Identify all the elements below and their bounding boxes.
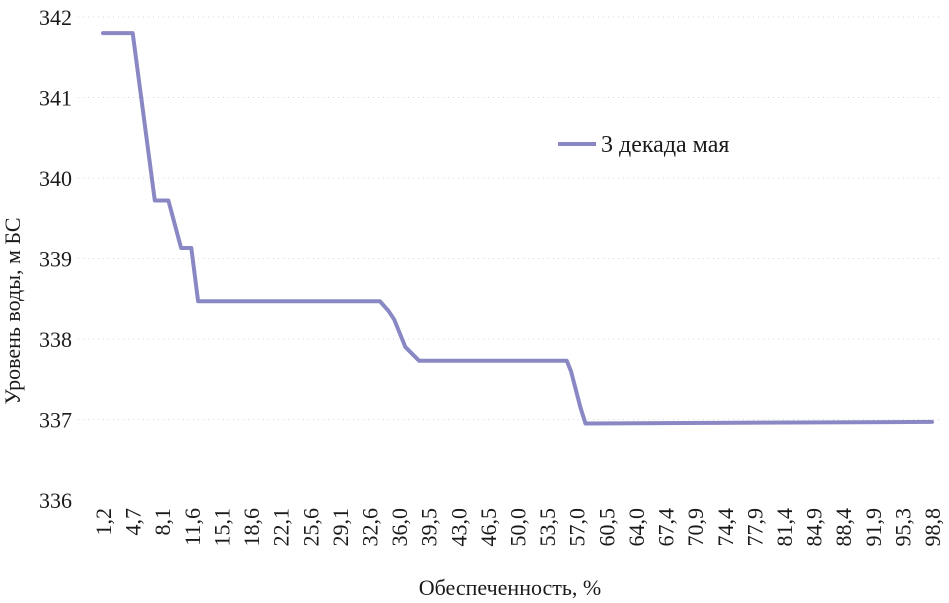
y-tick-label: 339 — [39, 247, 72, 272]
x-tick-label: 36,0 — [387, 508, 412, 547]
x-tick-label: 64,0 — [624, 508, 649, 547]
x-tick-label: 91,9 — [861, 508, 886, 547]
x-tick-label: 77,9 — [742, 508, 767, 547]
x-tick-label: 67,4 — [654, 508, 679, 547]
x-tick-label: 39,5 — [417, 508, 442, 547]
y-axis-title: Уровень воды, м БС — [0, 217, 25, 404]
x-tick-label: 46,5 — [476, 508, 501, 547]
x-tick-label: 53,5 — [535, 508, 560, 547]
x-tick-label: 57,0 — [565, 508, 590, 547]
x-tick-label: 81,4 — [772, 508, 797, 547]
x-tick-label: 95,3 — [890, 508, 915, 547]
x-tick-label: 1,2 — [91, 508, 116, 536]
y-tick-label: 338 — [39, 327, 72, 352]
x-tick-label: 88,4 — [831, 508, 856, 547]
legend-label: 3 декада мая — [601, 132, 729, 158]
x-tick-label: 84,9 — [802, 508, 827, 547]
x-tick-label: 11,6 — [180, 508, 205, 546]
y-axis-ticks: 336 337 338 339 340 341 342 — [39, 5, 72, 513]
x-axis-title: Обеспеченность, % — [419, 575, 602, 600]
x-tick-label: 29,1 — [328, 508, 353, 547]
y-tick-label: 337 — [39, 408, 72, 433]
legend: 3 декада мая — [558, 132, 729, 158]
x-tick-label: 8,1 — [150, 508, 175, 536]
x-tick-label: 15,1 — [209, 508, 234, 547]
y-tick-label: 341 — [39, 86, 72, 111]
x-axis-ticks: 1,2 4,7 8,1 11,6 15,1 18,6 22,1 25,6 29,1 32,6 36,… — [91, 508, 945, 547]
x-tick-label: 43,0 — [446, 508, 471, 547]
x-tick-label: 98,8 — [920, 508, 945, 547]
x-tick-label: 4,7 — [121, 508, 146, 536]
y-tick-label: 336 — [39, 488, 72, 513]
x-tick-label: 70,9 — [683, 508, 708, 547]
x-tick-label: 60,5 — [594, 508, 619, 547]
y-tick-label: 340 — [39, 166, 72, 191]
x-tick-label: 50,0 — [506, 508, 531, 547]
series-group — [101, 31, 934, 426]
x-tick-label: 18,6 — [239, 508, 264, 547]
y-tick-label: 342 — [39, 5, 72, 30]
series-line — [101, 31, 934, 426]
x-tick-label: 22,1 — [269, 508, 294, 547]
x-tick-label: 32,6 — [357, 508, 382, 547]
x-tick-label: 74,4 — [713, 508, 738, 547]
x-tick-label: 25,6 — [298, 508, 323, 547]
